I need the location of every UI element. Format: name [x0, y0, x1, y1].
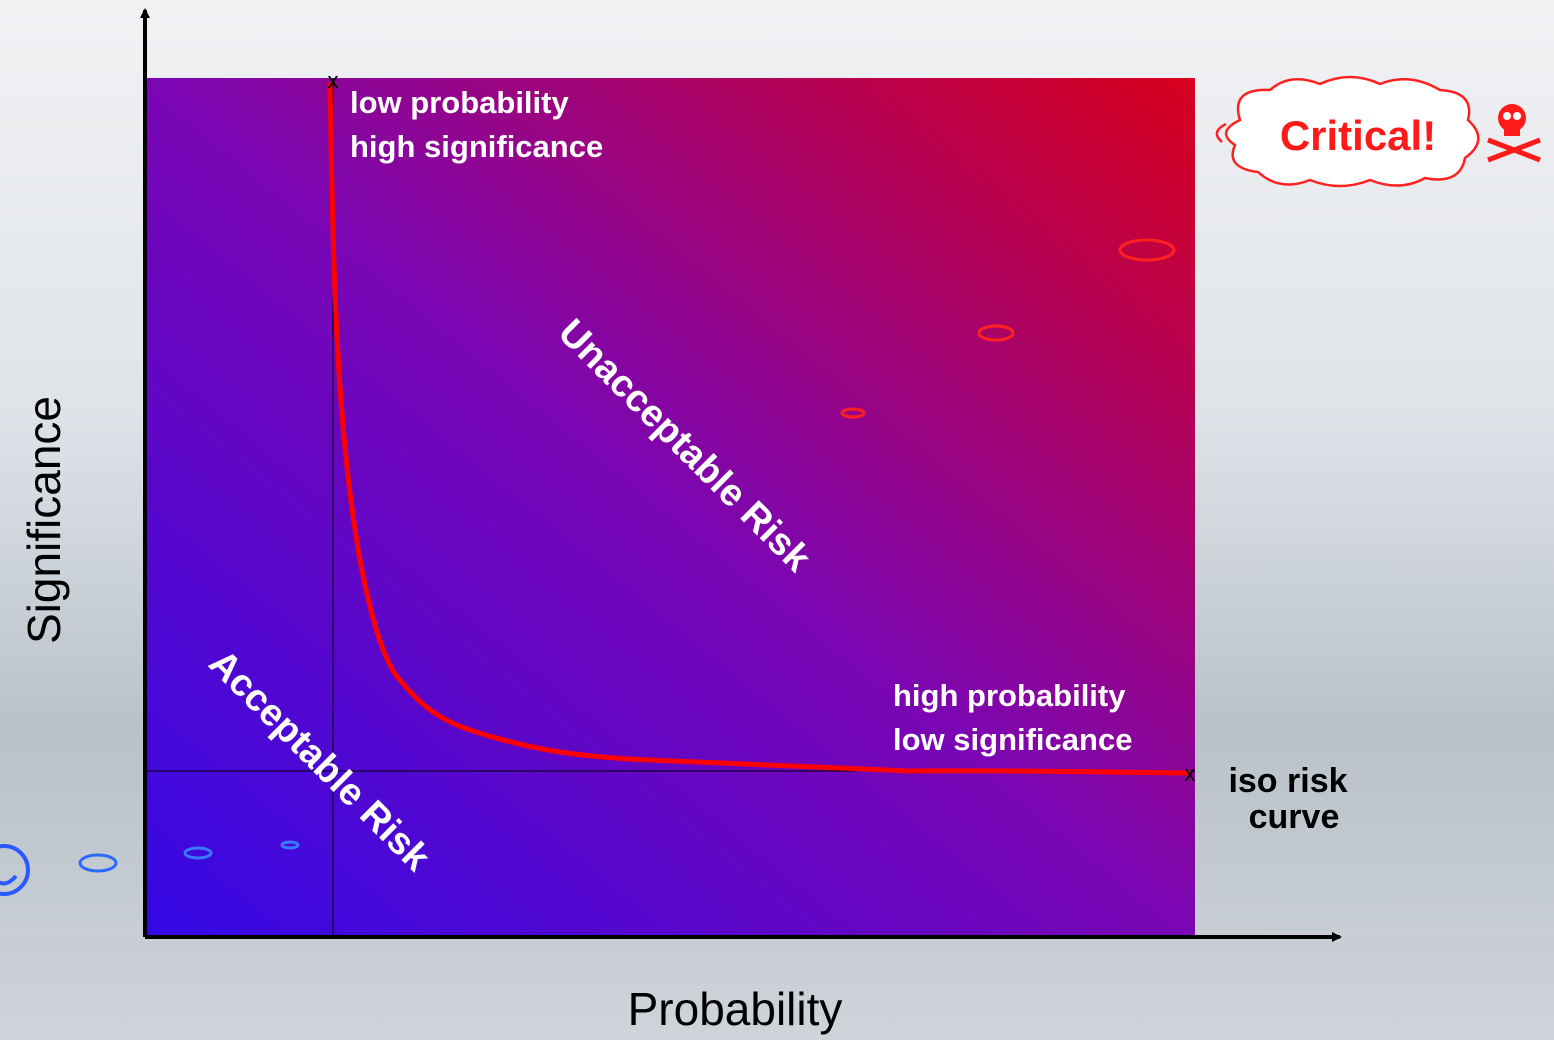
skull-icon [1487, 104, 1541, 163]
curve-endpoint: x [1185, 761, 1196, 786]
y-axis-label: Significance [18, 396, 70, 644]
risk-area [145, 78, 1195, 935]
annotation: high probability [893, 678, 1126, 713]
x-axis-label: Probability [628, 983, 843, 1035]
curve-endpoint: x [328, 68, 339, 93]
risk-bubble [1118, 238, 1176, 262]
annotation: iso risk [1228, 762, 1347, 800]
smiley-icon [0, 844, 30, 896]
risk-bubble [183, 846, 213, 860]
risk-bubble [78, 853, 118, 873]
annotation: low significance [893, 722, 1132, 757]
risk-bubble [280, 840, 300, 850]
annotation: low probability [350, 85, 569, 120]
critical-badge: Critical! [1215, 75, 1541, 188]
badge-text: Critical! [1280, 112, 1436, 159]
iso-risk-curve [327, 81, 1191, 776]
annotation: high significance [350, 129, 603, 164]
risk-bubble [840, 407, 866, 419]
risk-bubble [977, 324, 1015, 342]
annotation: curve [1249, 798, 1340, 836]
